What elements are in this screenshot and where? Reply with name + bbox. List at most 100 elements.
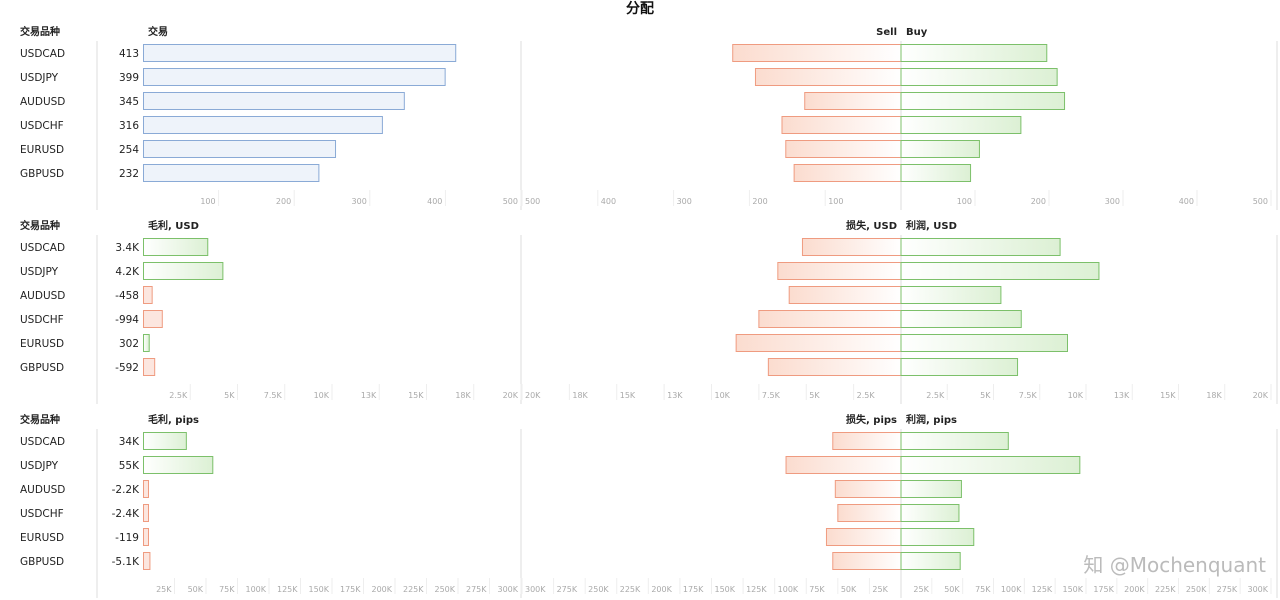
tick-label: 150K [1062,585,1083,594]
category-label: EURUSD [20,532,64,544]
sell-bar [837,504,902,522]
left-bar [143,68,446,86]
pos-series-label: Buy [906,27,928,38]
sell-bar [785,140,902,158]
tick-label: 20K [1253,391,1269,400]
tick-label: 175K [340,585,361,594]
sell-bar [785,456,902,474]
left-bar [143,140,337,158]
value-label: -592 [115,362,139,374]
tick-label: 15K [408,391,424,400]
tick-label: 125K [277,585,298,594]
value-label: 232 [119,168,139,180]
tick-label: 225K [403,585,424,594]
sell-bar [834,480,902,498]
category-label: AUDUSD [20,484,65,496]
left-bar [143,164,320,182]
sell-bar [793,164,902,182]
chart-panel-3: 交易品种 毛利, pips 损失, pips 利润, pips 25K 50K 75K 100… [20,413,1278,598]
category-label: USDCHF [20,508,64,520]
tick-label: 175K [683,585,704,594]
left-bar [143,528,149,546]
sell-bar [735,334,902,352]
tick-label: 50K [841,585,857,594]
value-label: 413 [119,48,139,60]
category-label: EURUSD [20,144,64,156]
tick-label: 200 [752,197,767,206]
tick-label: 18K [455,391,471,400]
tick-label: 100K [1001,585,1022,594]
tick-label: 13K [1114,391,1130,400]
buy-bar [900,432,1009,450]
tick-label: 200K [1124,585,1145,594]
tick-label: 25K [913,585,929,594]
tick-label: 7.5K [1019,391,1038,400]
buy-bar [900,456,1081,474]
tick-label: 175K [1093,585,1114,594]
tick-label: 100 [957,197,972,206]
tick-label: 300 [677,197,692,206]
tick-label: 13K [361,391,377,400]
tick-label: 125K [746,585,767,594]
value-label: 254 [119,144,139,156]
category-label: GBPUSD [20,362,64,374]
sell-bar [767,358,902,376]
tick-label: 200 [276,197,291,206]
neg-series-label: 损失, USD [846,219,897,232]
tick-label: 250K [588,585,609,594]
neg-series-label: 损失, pips [846,413,897,426]
tick-label: 50K [944,585,960,594]
tick-label: 400 [601,197,616,206]
category-label: USDCAD [20,48,65,60]
buy-bar [900,552,961,570]
tick-label: 20K [503,391,519,400]
category-label: AUDUSD [20,290,65,302]
left-bar [143,116,383,134]
tick-label: 100K [245,585,266,594]
buy-bar [900,334,1068,352]
tick-label: 10K [1068,391,1084,400]
left-bar [143,432,187,450]
sell-bar [758,310,902,328]
buy-bar [900,164,972,182]
tick-label: 500 [525,197,540,206]
left-bar [143,238,209,256]
buy-bar [900,140,980,158]
tick-label: 150K [308,585,329,594]
category-label: USDJPY [20,460,59,472]
tick-label: 200 [1031,197,1046,206]
sell-bar [804,92,902,110]
watermark: 知 @Mochenquant [1083,553,1266,577]
value-label: -458 [115,290,139,302]
tick-label: 300 [1105,197,1120,206]
sell-bar [732,44,902,62]
pos-series-label: 利润, USD [906,219,957,232]
category-label: USDCHF [20,314,64,326]
left-bar [143,262,224,280]
sell-bar [788,286,902,304]
tick-label: 18K [1206,391,1222,400]
buy-bar [900,504,960,522]
tick-label: 7.5K [264,391,283,400]
tick-label: 5K [980,391,991,400]
category-label: USDCAD [20,242,65,254]
tick-label: 100 [200,197,215,206]
category-header: 交易品种 [20,219,60,232]
sell-bar [781,116,902,134]
buy-bar [900,92,1066,110]
tick-label: 20K [525,391,541,400]
left-bar [143,456,214,474]
tick-label: 150K [715,585,736,594]
tick-label: 15K [620,391,636,400]
buy-bar [900,68,1058,86]
tick-label: 18K [572,391,588,400]
left-bar [143,44,457,62]
tick-label: 400 [1179,197,1194,206]
tick-label: 25K [156,585,172,594]
buy-bar [900,310,1022,328]
left-bar [143,552,151,570]
left-bar [143,92,405,110]
sell-bar [777,262,902,280]
category-label: USDCHF [20,120,64,132]
tick-label: 2.5K [857,391,876,400]
